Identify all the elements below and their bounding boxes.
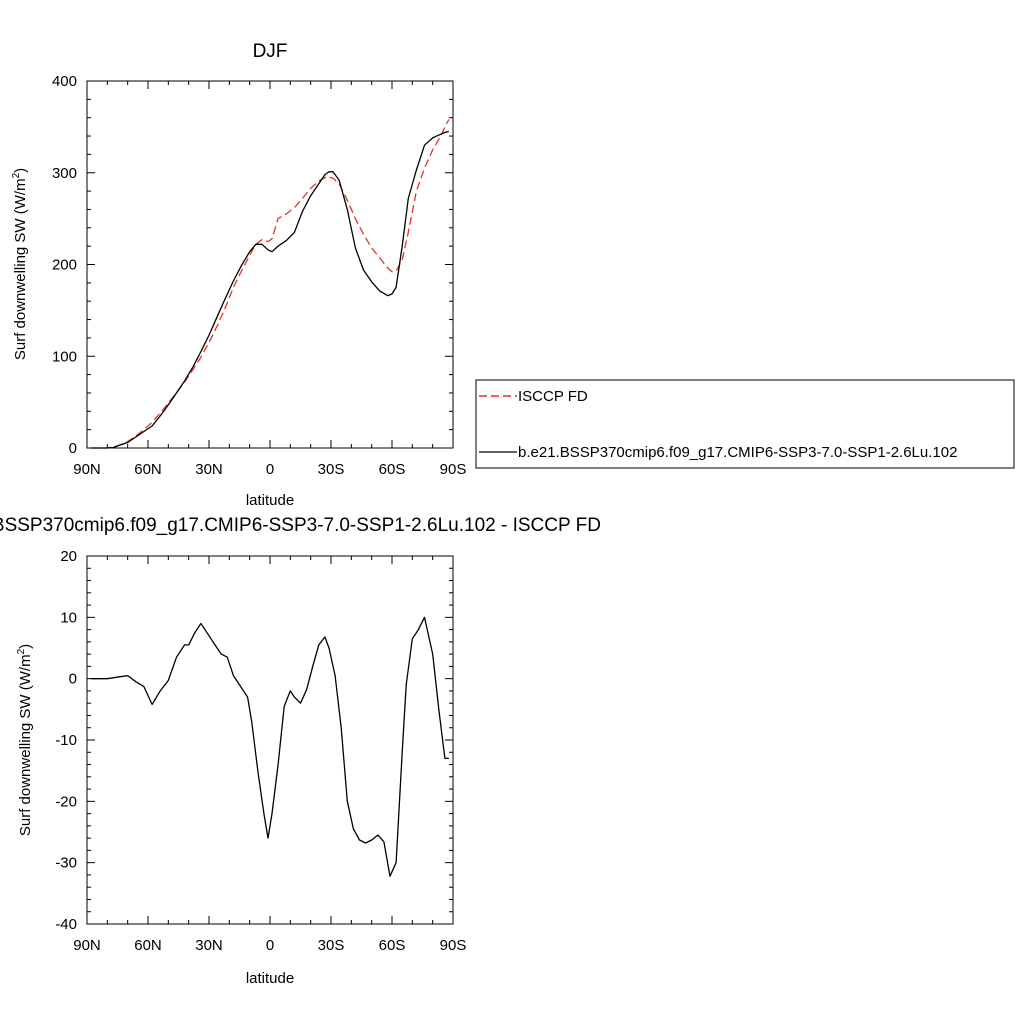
panel2-y-axis-title-close: ): [17, 644, 34, 649]
x-tick-label: 30S: [318, 937, 345, 954]
panel1-axes: [86, 80, 454, 449]
y-tick-label: 300: [52, 165, 77, 182]
plot-frame: [86, 555, 454, 925]
panel2-axes: [86, 555, 454, 925]
difference-series-line: [91, 616, 449, 877]
x-tick-label: 0: [266, 461, 274, 478]
y-tick-label: -20: [55, 793, 77, 810]
x-tick-label: 30S: [318, 461, 345, 478]
x-tick-label: 30N: [195, 937, 223, 954]
x-tick-label: 60N: [134, 937, 162, 954]
y-tick-label: -10: [55, 732, 77, 749]
panel2-series: [91, 616, 449, 877]
panel2-title: b.e21.BSSP370cmip6.f09_g17.CMIP6-SSP3-7.…: [0, 515, 601, 536]
panel1-title: DJF: [253, 41, 288, 62]
x-tick-label: 60S: [379, 937, 406, 954]
x-tick-label: 0: [266, 937, 274, 954]
legend: ISCCP FD b.e21.BSSP370cmip6.f09_g17.CMIP…: [475, 379, 1015, 469]
y-tick-label: 100: [52, 348, 77, 365]
panel1-series: [91, 119, 450, 449]
x-tick-label: 90S: [440, 937, 467, 954]
legend-label-model: b.e21.BSSP370cmip6.f09_g17.CMIP6-SSP3-7.…: [518, 444, 957, 461]
y-tick-label: -40: [55, 916, 77, 933]
panel1-y-axis-title-sup: 2: [11, 172, 22, 178]
y-tick-label: 10: [60, 609, 77, 626]
y-tick-label: 0: [69, 671, 77, 688]
x-tick-label: 90N: [73, 937, 101, 954]
panel2-x-axis-title: latitude: [246, 970, 294, 987]
panel2-y-axis-title-sup: 2: [16, 648, 27, 654]
x-tick-label: 60N: [134, 461, 162, 478]
panel2-y-axis-title: Surf downwelling SW (W/m2): [16, 644, 34, 836]
x-tick-label: 60S: [379, 461, 406, 478]
panel1-y-axis-title-close: ): [12, 168, 29, 173]
x-tick-label: 30N: [195, 461, 223, 478]
panel2-y-axis-title-text: Surf downwelling SW (W/m: [17, 654, 34, 836]
legend-label-isccp: ISCCP FD: [518, 388, 588, 405]
legend-box: [475, 379, 1015, 469]
panel2-tick-labels: 90N 60N 30N 0 30S 60S 90S -40 -30 -20 -10 0 10 20: [55, 548, 466, 954]
x-tick-label: 90S: [440, 461, 467, 478]
y-tick-label: 400: [52, 73, 77, 90]
x-tick-label: 90N: [73, 461, 101, 478]
climatology-panel: DJF 90N 60N 30N 0 30S 60S 90S 0 100 200 300 400 lat…: [11, 41, 1015, 509]
y-tick-label: 20: [60, 548, 77, 565]
y-tick-label: -30: [55, 855, 77, 872]
panel1-x-axis-title: latitude: [246, 492, 294, 509]
plot-frame: [86, 80, 454, 449]
model-series-line: [91, 130, 450, 449]
panel1-y-axis-title-text: Surf downwelling SW (W/m: [12, 178, 29, 360]
y-tick-label: 0: [69, 440, 77, 457]
panel1-y-axis-title: Surf downwelling SW (W/m2): [11, 168, 29, 360]
y-tick-label: 200: [52, 257, 77, 274]
difference-panel: b.e21.BSSP370cmip6.f09_g17.CMIP6-SSP3-7.…: [0, 515, 601, 987]
isccp-fd-series-line: [91, 119, 450, 449]
panel1-tick-labels: 90N 60N 30N 0 30S 60S 90S 0 100 200 300 400: [52, 73, 466, 478]
